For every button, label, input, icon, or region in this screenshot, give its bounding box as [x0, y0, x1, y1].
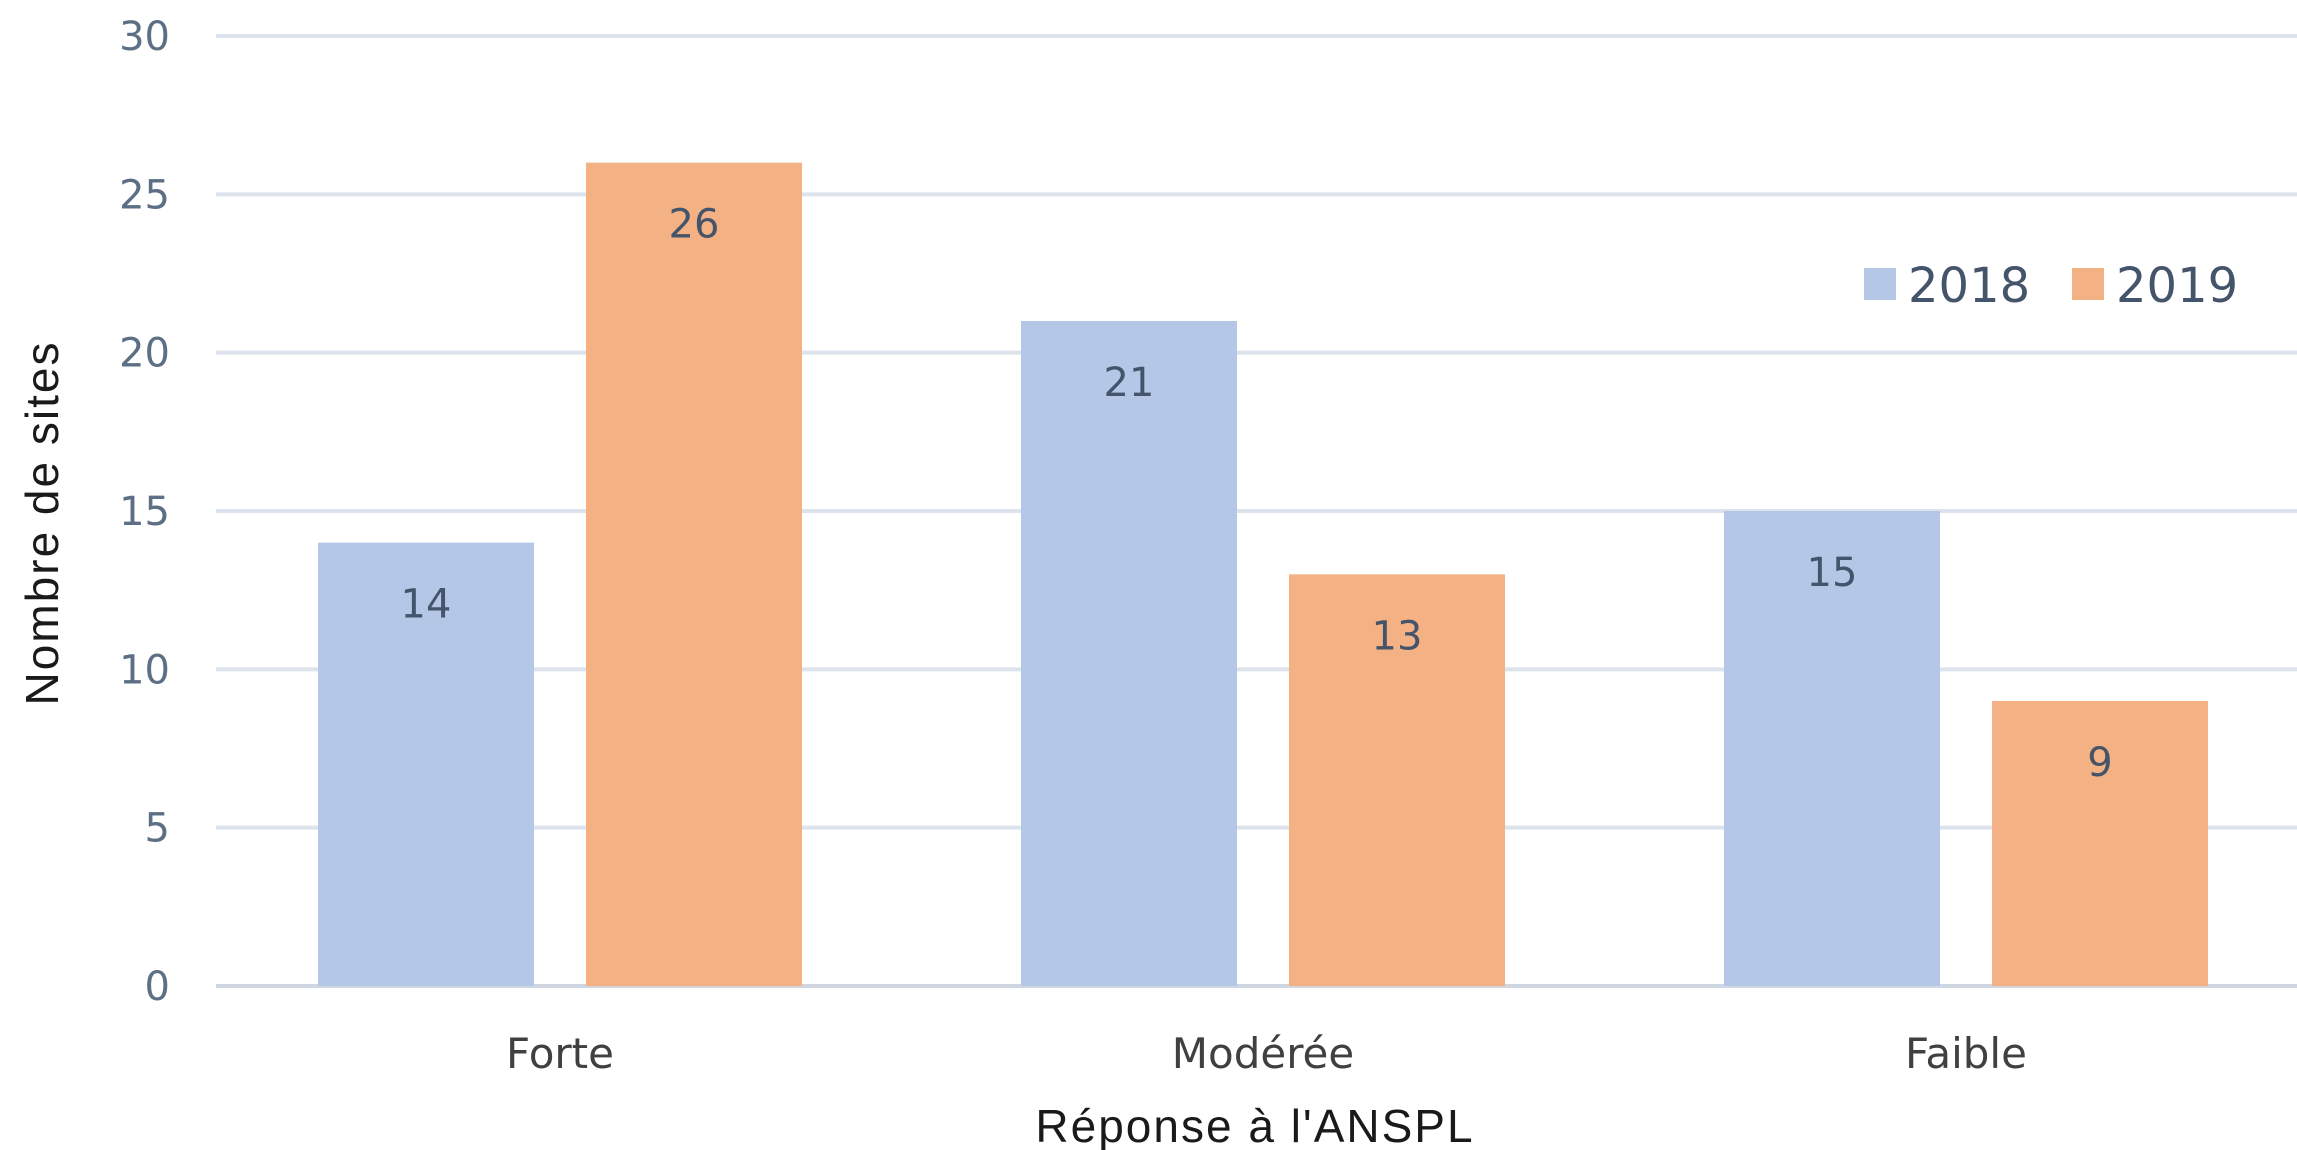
y-tick-label: 20: [119, 331, 170, 377]
y-axis-label: Nombre de sites: [16, 341, 68, 706]
data-label: 14: [401, 582, 452, 628]
legend-label: 2019: [2116, 258, 2238, 314]
x-tick-label: Modérée: [1172, 1029, 1354, 1078]
bar-2019-Forte: [586, 162, 802, 986]
bar-2019-Faible: [1992, 701, 2208, 986]
x-axis-label: Réponse à l'ANSPL: [1035, 1100, 1474, 1150]
bar-2018-Forte: [318, 542, 534, 986]
data-labels: 14 26 21 13 15 9: [401, 202, 2113, 786]
y-tick-label: 15: [119, 489, 170, 535]
legend: 2018 2019: [1864, 258, 2238, 314]
data-label: 21: [1104, 360, 1155, 406]
x-tick-label: Faible: [1905, 1029, 2027, 1078]
y-axis-ticks: 0 5 10 15 20 25 30: [119, 14, 170, 1010]
bars: [318, 162, 2208, 986]
y-tick-label: 5: [145, 806, 170, 852]
data-label: 13: [1372, 613, 1423, 659]
legend-swatch: [1864, 268, 1896, 300]
bar-2019-Modérée: [1289, 574, 1505, 986]
x-axis-categories: Forte Modérée Faible: [506, 1029, 2027, 1078]
bar-2018-Modérée: [1021, 321, 1237, 986]
y-tick-label: 25: [119, 172, 170, 218]
bar-2018-Faible: [1724, 511, 1940, 986]
gridlines: [216, 34, 2297, 988]
legend-label: 2018: [1908, 258, 2030, 314]
y-tick-label: 30: [119, 14, 170, 60]
y-tick-label: 0: [145, 964, 170, 1010]
legend-swatch: [2072, 268, 2104, 300]
y-tick-label: 10: [119, 647, 170, 693]
data-label: 9: [2087, 740, 2112, 786]
x-tick-label: Forte: [506, 1029, 614, 1078]
data-label: 26: [669, 202, 720, 248]
data-label: 15: [1807, 550, 1858, 596]
